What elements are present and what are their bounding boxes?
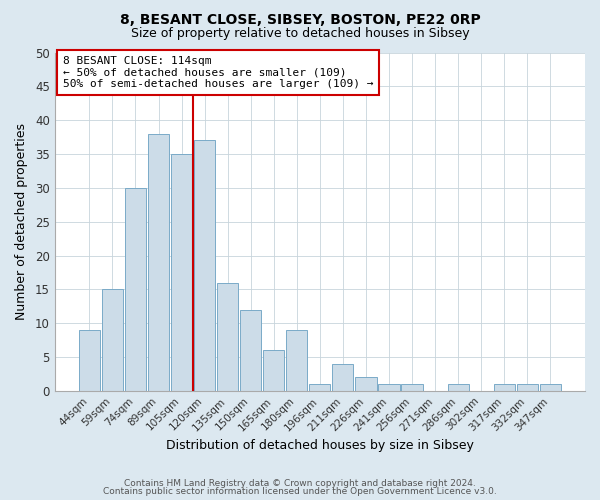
Bar — [494, 384, 515, 391]
Text: Contains public sector information licensed under the Open Government Licence v3: Contains public sector information licen… — [103, 487, 497, 496]
Bar — [125, 188, 146, 391]
Text: Size of property relative to detached houses in Sibsey: Size of property relative to detached ho… — [131, 28, 469, 40]
X-axis label: Distribution of detached houses by size in Sibsey: Distribution of detached houses by size … — [166, 440, 474, 452]
Bar — [240, 310, 262, 391]
Bar — [263, 350, 284, 391]
Bar — [448, 384, 469, 391]
Bar — [148, 134, 169, 391]
Bar — [355, 378, 377, 391]
Bar — [401, 384, 422, 391]
Bar — [102, 290, 123, 391]
Bar — [309, 384, 331, 391]
Text: 8, BESANT CLOSE, SIBSEY, BOSTON, PE22 0RP: 8, BESANT CLOSE, SIBSEY, BOSTON, PE22 0R… — [119, 12, 481, 26]
Text: Contains HM Land Registry data © Crown copyright and database right 2024.: Contains HM Land Registry data © Crown c… — [124, 478, 476, 488]
Bar — [194, 140, 215, 391]
Y-axis label: Number of detached properties: Number of detached properties — [15, 123, 28, 320]
Bar — [332, 364, 353, 391]
Text: 8 BESANT CLOSE: 114sqm
← 50% of detached houses are smaller (109)
50% of semi-de: 8 BESANT CLOSE: 114sqm ← 50% of detached… — [62, 56, 373, 89]
Bar — [217, 282, 238, 391]
Bar — [517, 384, 538, 391]
Bar — [79, 330, 100, 391]
Bar — [171, 154, 192, 391]
Bar — [539, 384, 561, 391]
Bar — [286, 330, 307, 391]
Bar — [379, 384, 400, 391]
